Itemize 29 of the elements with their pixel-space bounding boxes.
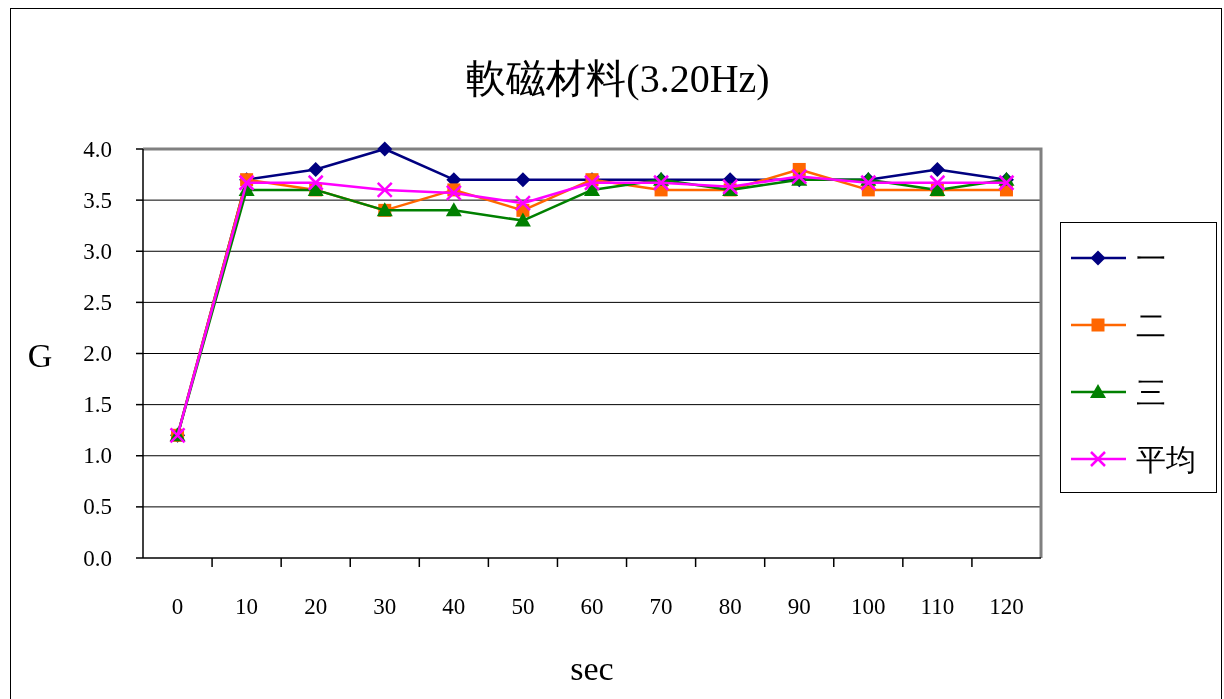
title: 軟磁材料(3.20Hz) xyxy=(466,55,770,101)
y-tick-label: 1.0 xyxy=(83,443,112,469)
ylabel: G xyxy=(27,336,53,374)
y-tick-label: 0.5 xyxy=(83,494,112,520)
x-tick-label: 30 xyxy=(373,593,397,619)
x-tick-label: 20 xyxy=(304,593,328,619)
x-tick-label: 90 xyxy=(787,593,811,619)
x-tick-label: 50 xyxy=(511,593,535,619)
x-tick-label: 0 xyxy=(171,593,184,619)
y-tick-label: 3.5 xyxy=(83,187,112,213)
y-tick-label: 0.0 xyxy=(83,545,112,571)
legend-label: 二 xyxy=(1136,308,1166,342)
x-tick-label: 60 xyxy=(580,593,604,619)
legend-label: 一 xyxy=(1136,241,1166,275)
legend-label: 平均 xyxy=(1136,442,1196,476)
y-tick-label: 2.0 xyxy=(83,341,112,366)
x-tick-label: 80 xyxy=(718,593,742,619)
legend-label: 三 xyxy=(1136,375,1166,409)
x-tick-label: 110 xyxy=(920,593,955,619)
x-tick-label: 40 xyxy=(442,593,466,619)
x-tick-label: 120 xyxy=(989,593,1024,619)
x-tick-label: 70 xyxy=(649,593,673,619)
xlabel: sec xyxy=(570,649,614,687)
y-tick-label: 3.0 xyxy=(83,238,112,264)
y-tick-label: 1.5 xyxy=(83,392,112,418)
y-tick-label: 4.0 xyxy=(83,136,112,162)
x-tick-label: 10 xyxy=(235,593,259,619)
y-tick-label: 2.5 xyxy=(83,289,112,315)
x-tick-label: 100 xyxy=(851,593,886,619)
